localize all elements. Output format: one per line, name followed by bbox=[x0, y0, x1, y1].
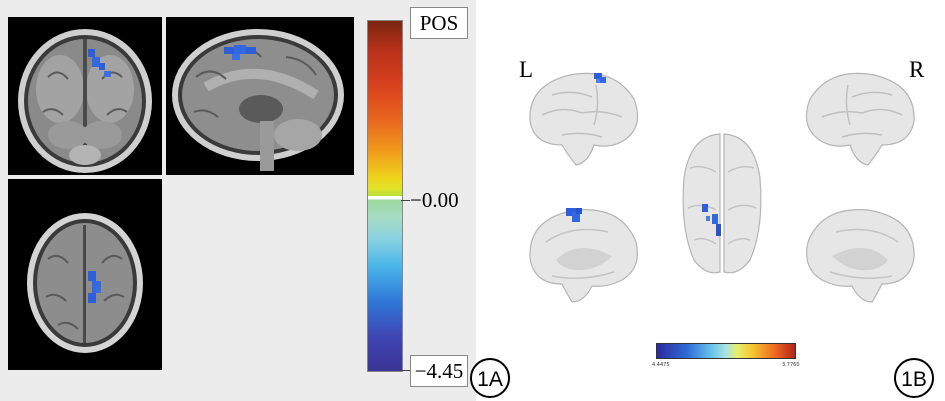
right-lateral-brain-surface bbox=[800, 65, 922, 170]
panel-a-id-badge: 1A bbox=[470, 358, 510, 398]
colorbar-max-label: POS bbox=[410, 7, 468, 39]
colorbar-min-label: −4.45 bbox=[410, 355, 468, 387]
right-medial-brain-surface bbox=[800, 202, 922, 307]
left-hemisphere-label: L bbox=[519, 57, 534, 82]
surface-colorbar bbox=[656, 343, 796, 359]
coronal-slice-image bbox=[8, 17, 162, 175]
left-lateral-brain-surface bbox=[522, 65, 644, 170]
surface-colorbar-min-label: 4.4475 bbox=[652, 362, 670, 368]
colorbar-gradient bbox=[367, 20, 403, 372]
colorbar-min-tick bbox=[401, 370, 410, 371]
right-hemisphere-label: R bbox=[909, 57, 925, 82]
colorbar-zero-tick bbox=[401, 200, 410, 201]
dorsal-brain-surface bbox=[676, 128, 768, 278]
colorbar-zero-label: −0.00 bbox=[410, 188, 459, 212]
panel-b-id-badge: 1B bbox=[894, 358, 934, 398]
surface-colorbar-max-label: 3.7760 bbox=[782, 362, 800, 368]
coronal-brain-scan bbox=[18, 29, 152, 173]
left-medial-brain-surface bbox=[522, 202, 644, 307]
axial-brain-scan bbox=[27, 213, 143, 353]
sagittal-brain-scan bbox=[172, 29, 344, 171]
axial-slice-image bbox=[8, 179, 162, 370]
sagittal-slice-image bbox=[166, 17, 354, 175]
